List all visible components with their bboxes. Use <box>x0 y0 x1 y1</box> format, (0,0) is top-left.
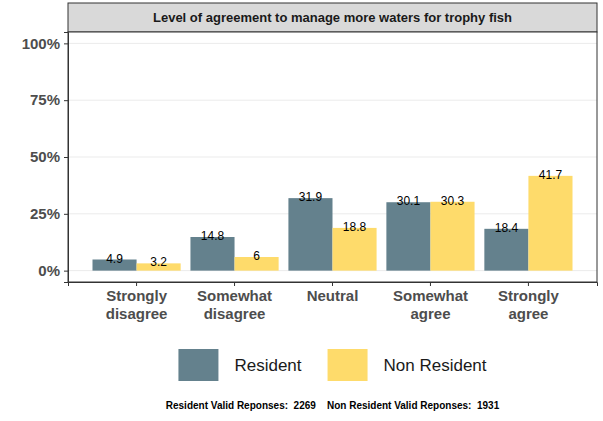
x-tick-label: Stronglyagree <box>498 287 559 322</box>
x-tick: Somewhatagree <box>393 282 468 322</box>
y-tick-label: 0% <box>38 262 60 279</box>
data-label: 14.8 <box>201 229 225 243</box>
y-tick: 50% <box>30 148 68 165</box>
data-label: 18.8 <box>343 220 367 234</box>
x-tick: Somewhatdisagree <box>197 282 272 322</box>
plot-border <box>68 32 597 282</box>
legend-label: Resident <box>234 356 301 375</box>
data-label: 18.4 <box>495 221 519 235</box>
y-tick-mark <box>64 100 68 101</box>
x-tick-mark <box>528 282 529 286</box>
x-axis-line <box>69 283 598 287</box>
y-tick-label: 100% <box>22 35 60 52</box>
plot-background <box>68 32 597 282</box>
legend-swatch <box>178 349 218 381</box>
x-tick-mark <box>430 282 431 286</box>
x-tick: Stronglydisagree <box>106 282 168 322</box>
y-tick-mark <box>64 271 68 272</box>
y-tick: 100% <box>22 35 68 52</box>
data-label: 4.9 <box>106 252 123 266</box>
data-labels: 4.9 14.8 31.9 30.1 18.4 3.2 6 18.8 30.3 41.7 <box>106 168 562 270</box>
x-tick-label: Neutral <box>307 287 359 304</box>
data-label: 41.7 <box>539 168 563 182</box>
grid-line <box>68 43 597 44</box>
grid <box>68 43 597 270</box>
chart: Level of agreement to manage more waters… <box>0 0 603 421</box>
grid-line <box>68 157 597 158</box>
x-tick-mark <box>136 282 137 286</box>
annotation: Resident Valid Reponses: 2269 Non Reside… <box>166 400 500 411</box>
x-tick-mark <box>234 282 235 286</box>
y-tick: 75% <box>30 91 68 108</box>
data-label: 6 <box>253 249 260 263</box>
x-tick-label: Stronglydisagree <box>106 287 168 322</box>
x-tick-mark <box>332 282 333 286</box>
legend: Resident Non Resident <box>178 349 486 381</box>
grid-line <box>68 100 597 101</box>
y-tick-label: 25% <box>30 205 60 222</box>
y-tick-label: 75% <box>30 91 60 108</box>
x-tick: Stronglyagree <box>498 282 559 322</box>
y-tick: 25% <box>30 205 68 222</box>
y-tick: 0% <box>38 262 68 279</box>
bar <box>386 202 430 270</box>
x-axis: Stronglydisagree Somewhatdisagree Neutral S… <box>69 282 598 322</box>
y-tick-label: 50% <box>30 148 60 165</box>
data-label: 31.9 <box>299 190 323 204</box>
data-label: 30.1 <box>397 194 421 208</box>
y-tick-mark <box>64 214 68 215</box>
data-label: 3.2 <box>150 255 167 269</box>
legend-swatch <box>328 349 368 381</box>
data-label: 30.3 <box>441 194 465 208</box>
bar <box>333 228 377 271</box>
legend-label: Non Resident <box>384 356 487 375</box>
x-tick-label: Somewhatagree <box>393 287 468 322</box>
title-strip <box>68 3 597 32</box>
bar <box>484 229 528 271</box>
x-tick: Neutral <box>307 282 359 304</box>
y-axis: 0% 25% 50% 75% 100% <box>22 33 69 283</box>
bar <box>288 198 332 270</box>
y-tick-mark <box>64 157 68 158</box>
bar <box>528 176 572 271</box>
y-tick-mark <box>64 43 68 44</box>
bar <box>430 202 474 271</box>
y-axis-line <box>64 33 69 283</box>
bars <box>92 176 572 271</box>
title: Level of agreement to manage more waters… <box>153 10 512 25</box>
x-tick-label: Somewhatdisagree <box>197 287 272 322</box>
